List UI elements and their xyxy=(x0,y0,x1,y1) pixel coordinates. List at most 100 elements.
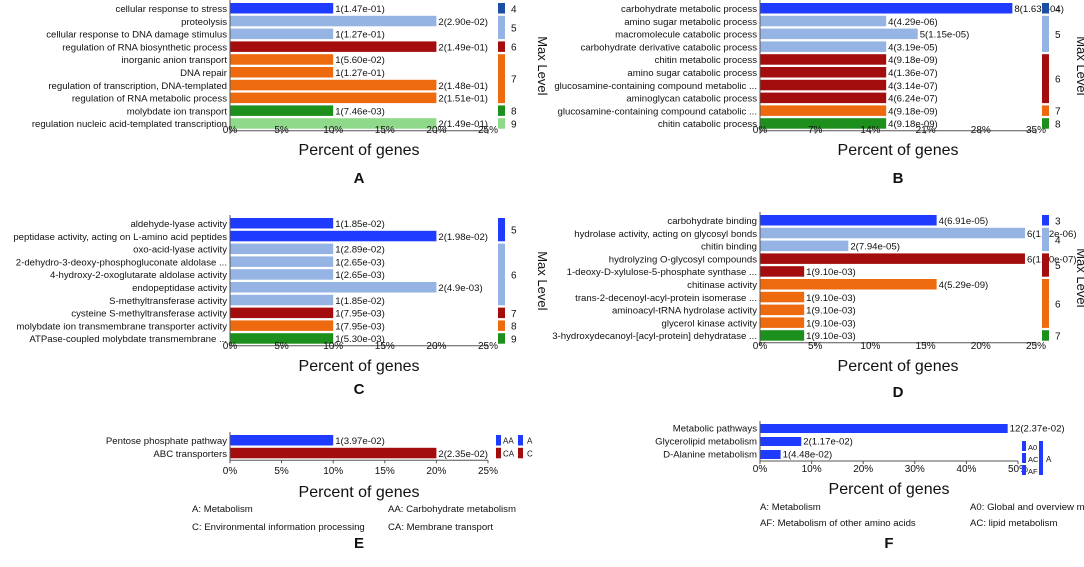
pa-bar-annotation-8: 1(7.46e-03) xyxy=(335,106,385,117)
pa-bar-annotation-1: 2(2.90e-02) xyxy=(438,17,488,28)
pa-bar-annotation-2: 1(1.27e-01) xyxy=(335,30,385,41)
pc-category-label-6: S-methyltransferase activity xyxy=(109,296,227,307)
pe-legend-item-3: CA: Membrane transport xyxy=(388,522,493,533)
pc-level-label-2: 7 xyxy=(511,309,517,320)
pe-x-tick-label-5: 25% xyxy=(478,466,498,477)
pb-bar-annotation-1: 4(4.29e-06) xyxy=(888,17,938,28)
pb-category-label-0: carbohydrate metabolic process xyxy=(621,4,757,15)
pf-x-tick-label-2: 20% xyxy=(853,464,873,475)
pc-level-label-3: 8 xyxy=(511,322,517,333)
pe-x-tick-label-4: 20% xyxy=(426,466,446,477)
pb-level-bar-0 xyxy=(1042,3,1049,14)
pc-bar-annotation-9: 1(5.30e-03) xyxy=(335,334,385,345)
pf-legend-item-0: A: Metabolism xyxy=(760,502,821,513)
pa-bar-9 xyxy=(230,118,437,129)
pa-bar-annotation-4: 1(5.60e-02) xyxy=(335,55,385,66)
pa-bar-annotation-6: 2(1.48e-01) xyxy=(438,81,488,92)
pc-panel-label: C xyxy=(354,381,365,398)
pa-category-label-6: regulation of transcription, DNA-templat… xyxy=(48,81,227,92)
pa-bar-8 xyxy=(230,105,334,116)
pd-bar-annotation-3: 6(1.20e-07) xyxy=(1027,254,1077,265)
pb-x-tick-label-2: 14% xyxy=(860,125,880,136)
pc-level-bar-0 xyxy=(498,218,505,242)
pb-bar-annotation-2: 5(1.15e-05) xyxy=(920,30,970,41)
pa-category-label-2: cellular response to DNA damage stimulus xyxy=(46,30,227,41)
pa-x-tick-label-1: 5% xyxy=(274,125,289,136)
pc-x-tick-label-2: 10% xyxy=(323,341,343,352)
pb-level-bar-1 xyxy=(1042,15,1049,52)
pe-bar-annotation-1: 2(2.35e-02) xyxy=(438,449,488,460)
pd-x-tick-label-4: 20% xyxy=(971,341,991,352)
pd-bar-6 xyxy=(760,291,805,303)
pa-bar-5 xyxy=(230,67,334,78)
pa-x-tick-label-4: 20% xyxy=(426,125,446,136)
pa-bar-1 xyxy=(230,15,437,27)
pd-level-bar-3 xyxy=(1042,279,1049,328)
pf-legend-item-2: AF: Metabolism of other amino acids xyxy=(760,518,916,529)
pd-bar-8 xyxy=(760,317,805,328)
pb-bar-4 xyxy=(760,54,887,65)
pa-category-label-3: regulation of RNA biosynthetic process xyxy=(62,42,227,53)
pd-category-label-1: hydrolase activity, acting on glycosyl b… xyxy=(574,229,757,240)
pd-x-axis-title: Percent of genes xyxy=(838,358,959,375)
pa-level-bar-4 xyxy=(498,105,505,116)
pa-bar-3 xyxy=(230,41,437,52)
pd-level-label-0: 3 xyxy=(1055,216,1061,227)
pf-bar-1 xyxy=(760,437,802,446)
pf-panel-label: F xyxy=(884,535,893,552)
pd-bar-annotation-1: 6(1.42e-06) xyxy=(1027,229,1077,240)
pc-level-bar-4 xyxy=(498,333,505,344)
pf-x-tick-label-5: 50% xyxy=(1008,464,1028,475)
pd-x-tick-label-0: 0% xyxy=(753,341,768,352)
pc-bar-annotation-6: 1(1.85e-02) xyxy=(335,296,385,307)
pc-bar-5 xyxy=(230,282,437,293)
pe-bar-annotation-0: 1(3.97e-02) xyxy=(335,436,385,447)
pd-bar-0 xyxy=(760,215,937,226)
pf-category-label-2: D-Alanine metabolism xyxy=(663,450,757,461)
pa-category-label-0: cellular response to stress xyxy=(116,4,228,15)
pf-x-axis-title: Percent of genes xyxy=(829,481,950,498)
pb-x-tick-label-0: 0% xyxy=(753,125,768,136)
pb-category-label-4: chitin metabolic process xyxy=(655,55,758,66)
pa-panel-label: A xyxy=(354,170,365,187)
pd-x-tick-label-2: 10% xyxy=(860,341,880,352)
pc-bar-6 xyxy=(230,294,334,306)
pf-x-tick-label-0: 0% xyxy=(753,464,768,475)
pe-legend-item-2: C: Environmental information processing xyxy=(192,522,365,533)
pc-x-tick-label-4: 20% xyxy=(426,341,446,352)
pc-bar-0 xyxy=(230,218,334,229)
pd-bar-9 xyxy=(760,330,805,341)
pc-level-label-0: 5 xyxy=(511,226,517,237)
pd-bar-annotation-0: 4(6.91e-05) xyxy=(939,216,989,227)
pb-category-label-9: chitin catabolic process xyxy=(658,119,757,130)
pf-x-tick-label-3: 30% xyxy=(905,464,925,475)
pc-level-title: Max Level xyxy=(535,251,550,310)
pa-category-label-8: molybdate ion transport xyxy=(127,106,228,117)
pe-subclass-label-0: AA xyxy=(503,437,514,446)
pc-category-label-5: endopeptidase activity xyxy=(132,283,227,294)
pa-level-label-0: 4 xyxy=(511,4,517,15)
pc-category-label-0: aldehyde-lyase activity xyxy=(130,219,227,230)
pb-bar-3 xyxy=(760,41,887,52)
pd-level-bar-0 xyxy=(1042,215,1049,226)
pc-category-label-1: peptidase activity, acting on L-amino ac… xyxy=(13,232,227,243)
pd-x-tick-label-3: 15% xyxy=(916,341,936,352)
pd-level-label-2: 5 xyxy=(1055,261,1061,272)
pe-category-label-0: Pentose phosphate pathway xyxy=(106,436,227,447)
pc-category-label-3: 2-dehydro-3-deoxy-phosphogluconate aldol… xyxy=(16,257,227,268)
pb-bar-annotation-6: 4(3.14e-07) xyxy=(888,81,938,92)
pb-bar-6 xyxy=(760,79,887,91)
pc-x-axis-title: Percent of genes xyxy=(299,358,420,375)
pd-level-bar-4 xyxy=(1042,330,1049,341)
pe-category-label-1: ABC transporters xyxy=(153,449,227,460)
pf-bar-annotation-0: 12(2.37e-02) xyxy=(1010,424,1065,435)
pf-category-label-0: Metabolic pathways xyxy=(673,424,757,435)
pb-level-label-0: 4 xyxy=(1055,4,1061,15)
pc-level-label-4: 9 xyxy=(511,334,517,345)
pc-level-bar-3 xyxy=(498,320,505,331)
pe-class-label-1: C xyxy=(527,449,533,458)
pc-bar-annotation-0: 1(1.85e-02) xyxy=(335,219,385,230)
pd-bar-annotation-7: 1(9.10e-03) xyxy=(806,306,856,317)
pf-category-label-1: Glycerolipid metabolism xyxy=(655,437,757,448)
pe-subclass-marker-1 xyxy=(496,447,501,459)
